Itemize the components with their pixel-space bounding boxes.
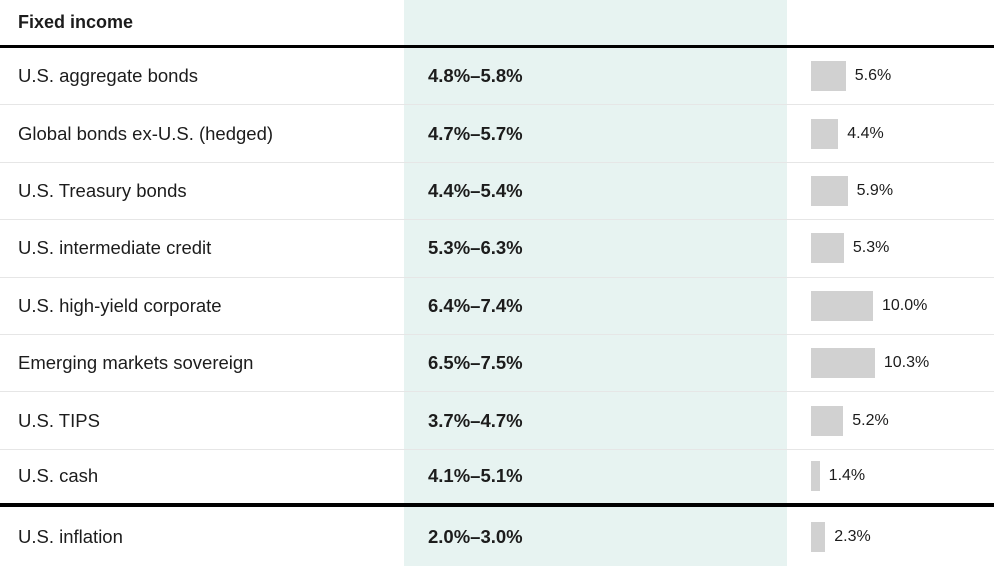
return-range-value: 4.8%–5.8% (428, 65, 523, 87)
asset-class-label: U.S. Treasury bonds (18, 179, 187, 201)
header-bar-cell (787, 0, 994, 45)
volatility-value-label: 1.4% (828, 467, 866, 485)
return-range-value: 4.7%–5.7% (428, 122, 523, 144)
volatility-bar (811, 290, 873, 321)
volatility-bar (811, 61, 846, 92)
table-body: U.S. aggregate bonds 4.8%–5.8% 5.6% Global … (0, 48, 994, 566)
volatility-bar (811, 118, 839, 149)
table-row: U.S. Treasury bonds 4.4%–5.4% 5.9% (0, 163, 994, 221)
return-range-value: 5.3%–6.3% (428, 237, 523, 259)
return-range-value: 2.0%–3.0% (428, 525, 523, 547)
volatility-bar-cell: 5.9% (787, 163, 994, 219)
table-row: Emerging markets sovereign 6.5%–7.5% 10.3% (0, 335, 994, 393)
table-row: U.S. aggregate bonds 4.8%–5.8% 5.6% (0, 48, 994, 106)
return-range-value: 4.1%–5.1% (428, 465, 523, 487)
volatility-value-label: 5.2% (852, 411, 889, 429)
volatility-value-label: 5.9% (856, 181, 894, 199)
volatility-value-label: 10.0% (882, 296, 928, 314)
table-row: U.S. inflation 2.0%–3.0% 2.3% (0, 507, 994, 566)
asset-class-label: U.S. TIPS (18, 409, 100, 431)
volatility-bar (811, 461, 820, 492)
return-range-value: 4.4%–5.4% (428, 179, 523, 201)
volatility-value-label: 5.6% (854, 67, 892, 85)
highlight-column-background (404, 0, 787, 566)
asset-class-label: Global bonds ex-U.S. (hedged) (18, 122, 274, 144)
return-range-value: 6.5%–7.5% (428, 352, 523, 374)
volatility-bar-cell: 2.3% (787, 507, 994, 566)
volatility-bar-cell: 5.3% (787, 220, 994, 276)
volatility-bar (811, 233, 844, 264)
asset-class-label: U.S. cash (18, 465, 99, 487)
table-row: U.S. TIPS 3.7%–4.7% 5.2% (0, 392, 994, 450)
section-title: Fixed income (18, 12, 134, 32)
volatility-value-label: 2.3% (834, 527, 871, 545)
volatility-bar-cell: 1.4% (787, 450, 994, 503)
volatility-value-label: 4.4% (847, 124, 884, 142)
return-range-value: 3.7%–4.7% (428, 409, 523, 431)
asset-class-label: U.S. intermediate credit (18, 237, 212, 259)
table-row: U.S. cash 4.1%–5.1% 1.4% (0, 450, 994, 508)
volatility-value-label: 10.3% (883, 354, 930, 372)
volatility-bar-cell: 10.0% (787, 278, 994, 334)
volatility-bar (811, 348, 875, 379)
table-row: Global bonds ex-U.S. (hedged) 4.7%–5.7% 4.… (0, 105, 994, 163)
volatility-bar (811, 521, 826, 552)
table-row: U.S. intermediate credit 5.3%–6.3% 5.3% (0, 220, 994, 278)
table-row: U.S. high-yield corporate 6.4%–7.4% 10.0% (0, 278, 994, 335)
return-range-value: 6.4%–7.4% (428, 294, 523, 316)
header-range-cell (404, 0, 787, 45)
volatility-bar-cell: 4.4% (787, 105, 994, 161)
volatility-bar-cell: 5.6% (787, 48, 994, 104)
volatility-bar (811, 175, 848, 206)
asset-class-label: U.S. aggregate bonds (18, 65, 198, 87)
volatility-bar-cell: 5.2% (787, 392, 994, 448)
table-header-row: Fixed income (0, 0, 994, 48)
volatility-value-label: 5.3% (852, 239, 890, 257)
asset-class-label: Emerging markets sovereign (18, 352, 254, 374)
asset-class-label: U.S. high-yield corporate (18, 294, 222, 316)
volatility-bar-cell: 10.3% (787, 335, 994, 391)
volatility-bar (811, 405, 844, 436)
asset-class-label: U.S. inflation (18, 525, 123, 547)
